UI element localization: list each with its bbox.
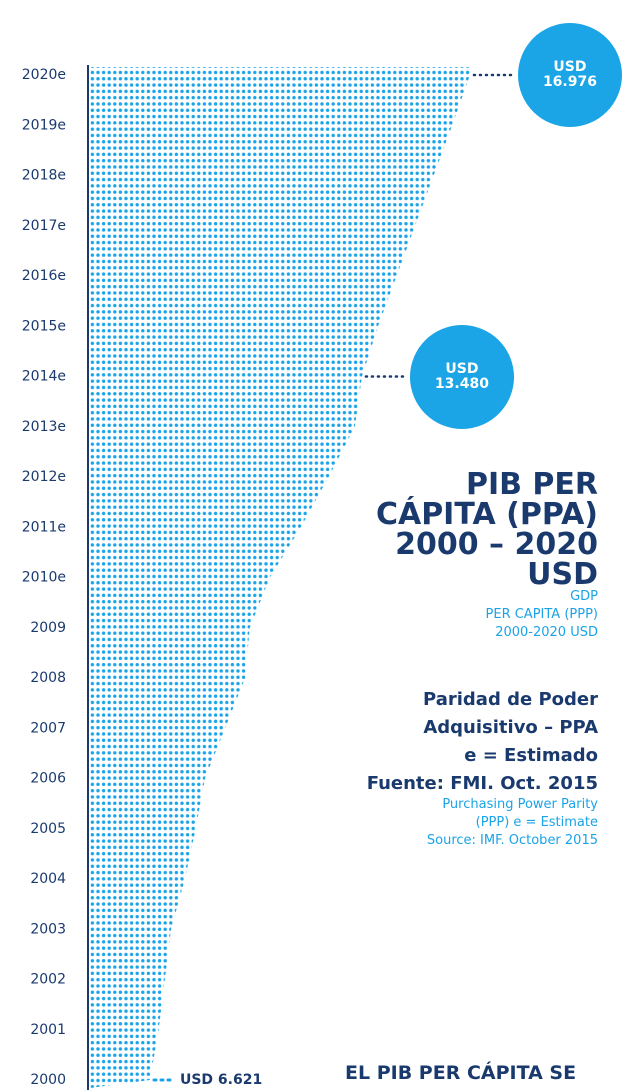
text-line: Fuente: FMI. Oct. 2015 bbox=[366, 773, 598, 794]
subtitle: GDP PER CAPITA (PPP) 2000-2020 USD bbox=[486, 588, 598, 642]
notes: Paridad de Poder Adquisitivo – PPA e = Est… bbox=[367, 686, 598, 798]
y-tick-label: 2016e bbox=[22, 268, 66, 284]
y-tick-label: 2003 bbox=[30, 921, 66, 937]
text-line: Paridad de Poder bbox=[423, 689, 598, 710]
value-label: USD 13.480 bbox=[434, 360, 489, 392]
y-tick-label: 2007 bbox=[30, 720, 66, 736]
y-tick-label: 2000 bbox=[30, 1072, 66, 1088]
text-line: GDP bbox=[570, 589, 598, 604]
title: PIB PER CÁPITA (PPA) 2000 – 2020 USD bbox=[376, 470, 598, 590]
footer: EL PIB PER CÁPITA SE bbox=[345, 1062, 577, 1084]
y-tick-label: 2001 bbox=[30, 1022, 66, 1038]
dotted-area bbox=[90, 67, 470, 1088]
y-tick-label: 2004 bbox=[30, 871, 66, 887]
y-tick-label: 2019e bbox=[22, 117, 66, 133]
text-line: CÁPITA (PPA) bbox=[375, 497, 598, 532]
y-tick-label: 2020e bbox=[22, 67, 66, 83]
y-tick-label: 2009 bbox=[30, 620, 66, 636]
value-bubble: USD 13.480 bbox=[409, 324, 514, 429]
y-tick-label: 2013e bbox=[22, 419, 66, 435]
notes-en: Purchasing Power Parity (PPP) e = Estimat… bbox=[427, 796, 598, 850]
y-tick-label: 2011e bbox=[22, 519, 66, 535]
text-line: (PPP) e = Estimate bbox=[475, 815, 598, 830]
text-line: Source: IMF. October 2015 bbox=[426, 833, 598, 848]
text-line: 2000 – 2020 bbox=[395, 527, 598, 562]
y-tick-label: 2002 bbox=[30, 972, 66, 988]
y-tick-label: 2015e bbox=[22, 318, 66, 334]
y-tick-label: 2005 bbox=[30, 821, 66, 837]
y-tick-label: 2006 bbox=[30, 771, 66, 787]
text-line: PER CAPITA (PPP) bbox=[485, 607, 598, 622]
y-tick-label: 2010e bbox=[22, 570, 66, 586]
value-label: USD 6.621 bbox=[180, 1072, 262, 1088]
y-tick-label: 2018e bbox=[22, 168, 66, 184]
y-tick-label: 2017e bbox=[22, 218, 66, 234]
text-line: USD bbox=[527, 557, 598, 592]
text-line: e = Estimado bbox=[464, 745, 598, 766]
y-tick-label: 2012e bbox=[22, 469, 66, 485]
text-line: 2000-2020 USD bbox=[495, 625, 598, 640]
y-tick-label: 2014e bbox=[22, 369, 66, 385]
text-line: Adquisitivo – PPA bbox=[423, 717, 598, 738]
value-label: USD 16.976 bbox=[542, 59, 597, 90]
text-line: PIB PER bbox=[465, 467, 598, 502]
value-bubble: USD 16.976 bbox=[517, 23, 622, 127]
text-line: Purchasing Power Parity bbox=[442, 797, 598, 812]
y-tick-label: 2008 bbox=[30, 670, 66, 686]
